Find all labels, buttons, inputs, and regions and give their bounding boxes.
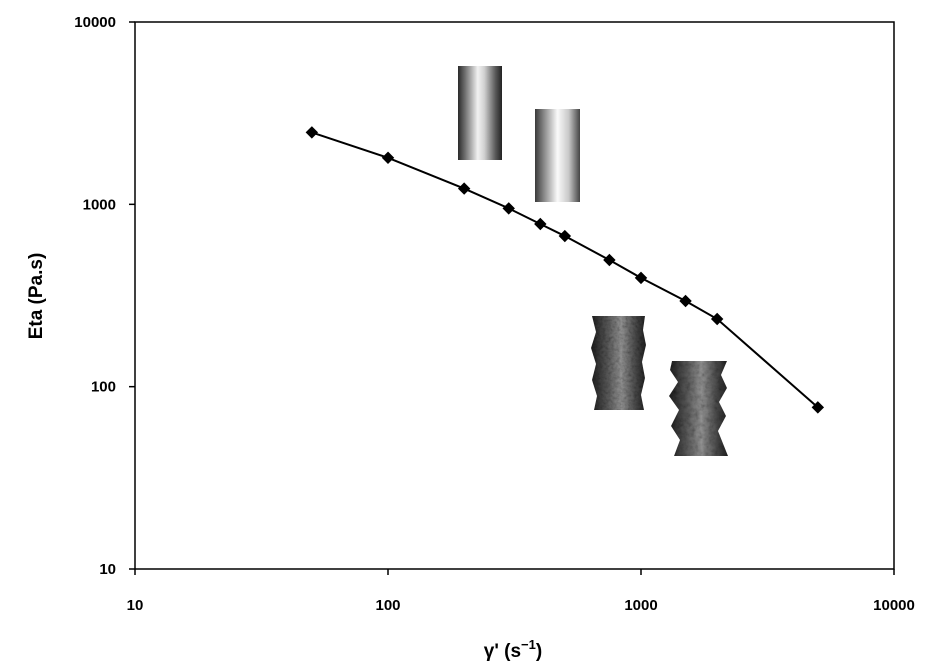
x-tick-label-1: 100 <box>375 597 400 614</box>
axes: 10 100 1000 10000 10 100 1000 10000 <box>74 14 915 614</box>
data-point-core-10 <box>814 403 822 411</box>
inset-images <box>458 66 728 456</box>
y-tick-label-0: 10 <box>99 561 116 578</box>
y-axis-title: Eta (Pa.s) <box>26 253 47 340</box>
extrudate-smooth-2 <box>535 109 580 202</box>
y-tick-label-3: 10000 <box>74 14 116 31</box>
plot-area <box>134 21 895 570</box>
x-tick-label-3: 10000 <box>873 597 915 614</box>
data-point-core-8 <box>681 297 690 305</box>
data-point-core-4 <box>536 220 544 228</box>
data-point-core-3 <box>505 204 513 212</box>
data-point-core-9 <box>713 315 721 323</box>
data-point-core-5 <box>561 232 569 240</box>
data-point-core-2 <box>460 184 468 193</box>
extrudate-rough-2 <box>669 361 728 456</box>
data-point-core-7 <box>637 274 645 282</box>
x-axis-title-main: γ' (s <box>484 641 521 662</box>
x-tick-label-0: 10 <box>127 597 144 614</box>
extrudate-smooth-1 <box>458 66 502 160</box>
data-point-core-1 <box>384 154 392 162</box>
data-point-core-0 <box>308 128 316 137</box>
data-point-core-6 <box>605 256 613 264</box>
series-layer <box>305 126 825 414</box>
y-tick-label-1: 100 <box>91 379 116 396</box>
x-axis-title-close: ) <box>536 641 542 662</box>
y-tick-label-2: 1000 <box>83 196 116 213</box>
x-axis-title-sup: −1 <box>521 637 536 652</box>
extrudate-rough-1 <box>591 316 646 410</box>
x-axis-title: γ' (s−1) <box>484 637 542 662</box>
x-tick-label-2: 1000 <box>624 597 657 614</box>
